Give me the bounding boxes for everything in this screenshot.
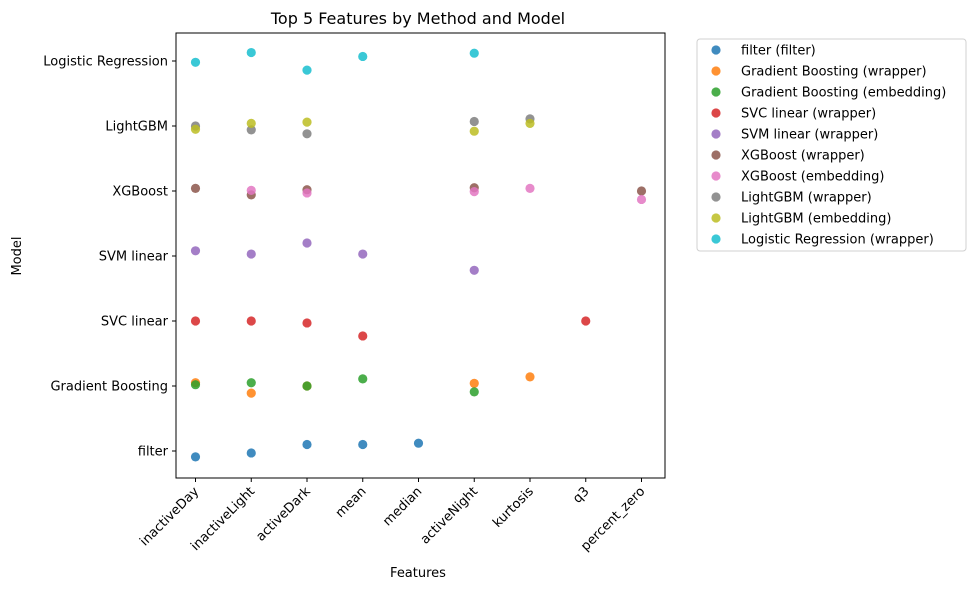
data-point — [413, 438, 424, 448]
chart-title: Top 5 Features by Method and Model — [270, 9, 565, 28]
legend-frame — [696, 38, 967, 252]
x-tick-label: activeNight — [418, 484, 481, 547]
y-tick-label: SVM linear — [99, 250, 169, 265]
data-point — [358, 439, 368, 450]
legend-label: XGBoost (embedding) — [741, 170, 884, 185]
data-point — [358, 249, 368, 259]
legend: filter (filter) Gradient Boosting (wrappe… — [696, 38, 967, 252]
y-tick-label: Gradient Boosting — [50, 380, 168, 395]
legend-label: filter (filter) — [741, 44, 816, 59]
legend-label: SVC linear (wrapper) — [741, 107, 876, 122]
legend-marker — [711, 234, 721, 244]
legend-marker — [711, 129, 721, 139]
legend-label: Logistic Regression (wrapper) — [741, 233, 934, 248]
data-point — [302, 238, 312, 248]
data-point — [246, 125, 256, 135]
data-point — [302, 318, 312, 328]
legend-marker — [711, 108, 721, 118]
y-tick-label: filter — [138, 445, 169, 460]
legend-label: Gradient Boosting (wrapper) — [741, 65, 927, 80]
data-point — [190, 124, 201, 134]
data-point — [246, 249, 256, 259]
data-point — [636, 186, 647, 196]
data-point — [302, 65, 312, 75]
data-point — [246, 118, 256, 128]
legend-label: XGBoost (wrapper) — [741, 149, 865, 164]
legend-marker — [711, 66, 721, 76]
legend-label: SVM linear (wrapper) — [741, 128, 878, 143]
data-point — [190, 316, 201, 326]
data-point — [358, 331, 368, 341]
x-axis-label: Features — [390, 566, 446, 581]
legend-marker — [711, 87, 721, 97]
x-tick-label: q3 — [570, 484, 592, 506]
legend-marker — [711, 213, 721, 223]
data-point — [525, 372, 535, 382]
data-point — [469, 378, 479, 388]
data-point — [246, 448, 256, 458]
y-tick-label: SVC linear — [101, 315, 169, 330]
data-point — [246, 378, 256, 388]
data-point — [525, 118, 535, 128]
x-tick-label: activeDark — [253, 484, 314, 545]
data-point — [302, 439, 312, 450]
data-point — [190, 452, 201, 462]
data-point — [190, 57, 201, 67]
legend-label: LightGBM (embedding) — [741, 212, 891, 227]
data-point — [581, 316, 591, 326]
y-axis-label: Model — [10, 236, 25, 275]
data-point — [190, 183, 201, 193]
data-point — [358, 51, 368, 62]
legend-marker — [711, 150, 721, 160]
data-point — [469, 265, 479, 275]
data-point — [469, 126, 479, 136]
legend-marker — [711, 45, 721, 55]
data-point — [246, 185, 256, 195]
data-point — [469, 116, 479, 127]
data-point — [302, 381, 312, 391]
y-axis: filter Gradient Boosting SVC linear SVM lin… — [43, 55, 176, 460]
data-point — [525, 183, 535, 193]
data-point — [302, 129, 312, 139]
data-point — [302, 188, 312, 198]
x-tick-label: median — [380, 484, 425, 529]
data-point — [246, 47, 256, 58]
data-point — [358, 374, 368, 384]
data-point — [190, 246, 201, 256]
x-tick-label: mean — [333, 484, 370, 521]
data-point — [469, 387, 479, 397]
data-points — [190, 47, 647, 462]
legend-marker — [711, 192, 721, 202]
y-tick-label: LightGBM — [105, 120, 168, 135]
data-point — [469, 48, 479, 58]
legend-label: LightGBM (wrapper) — [741, 191, 872, 206]
data-point — [636, 194, 647, 205]
x-tick-label: kurtosis — [490, 484, 537, 531]
data-point — [469, 187, 479, 197]
data-point — [246, 388, 256, 398]
y-tick-label: XGBoost — [112, 185, 168, 200]
legend-label: Gradient Boosting (embedding) — [741, 86, 946, 101]
legend-marker — [711, 171, 721, 181]
data-point — [190, 380, 201, 390]
y-tick-label: Logistic Regression — [43, 55, 168, 70]
data-point — [246, 316, 256, 326]
data-point — [302, 117, 312, 127]
